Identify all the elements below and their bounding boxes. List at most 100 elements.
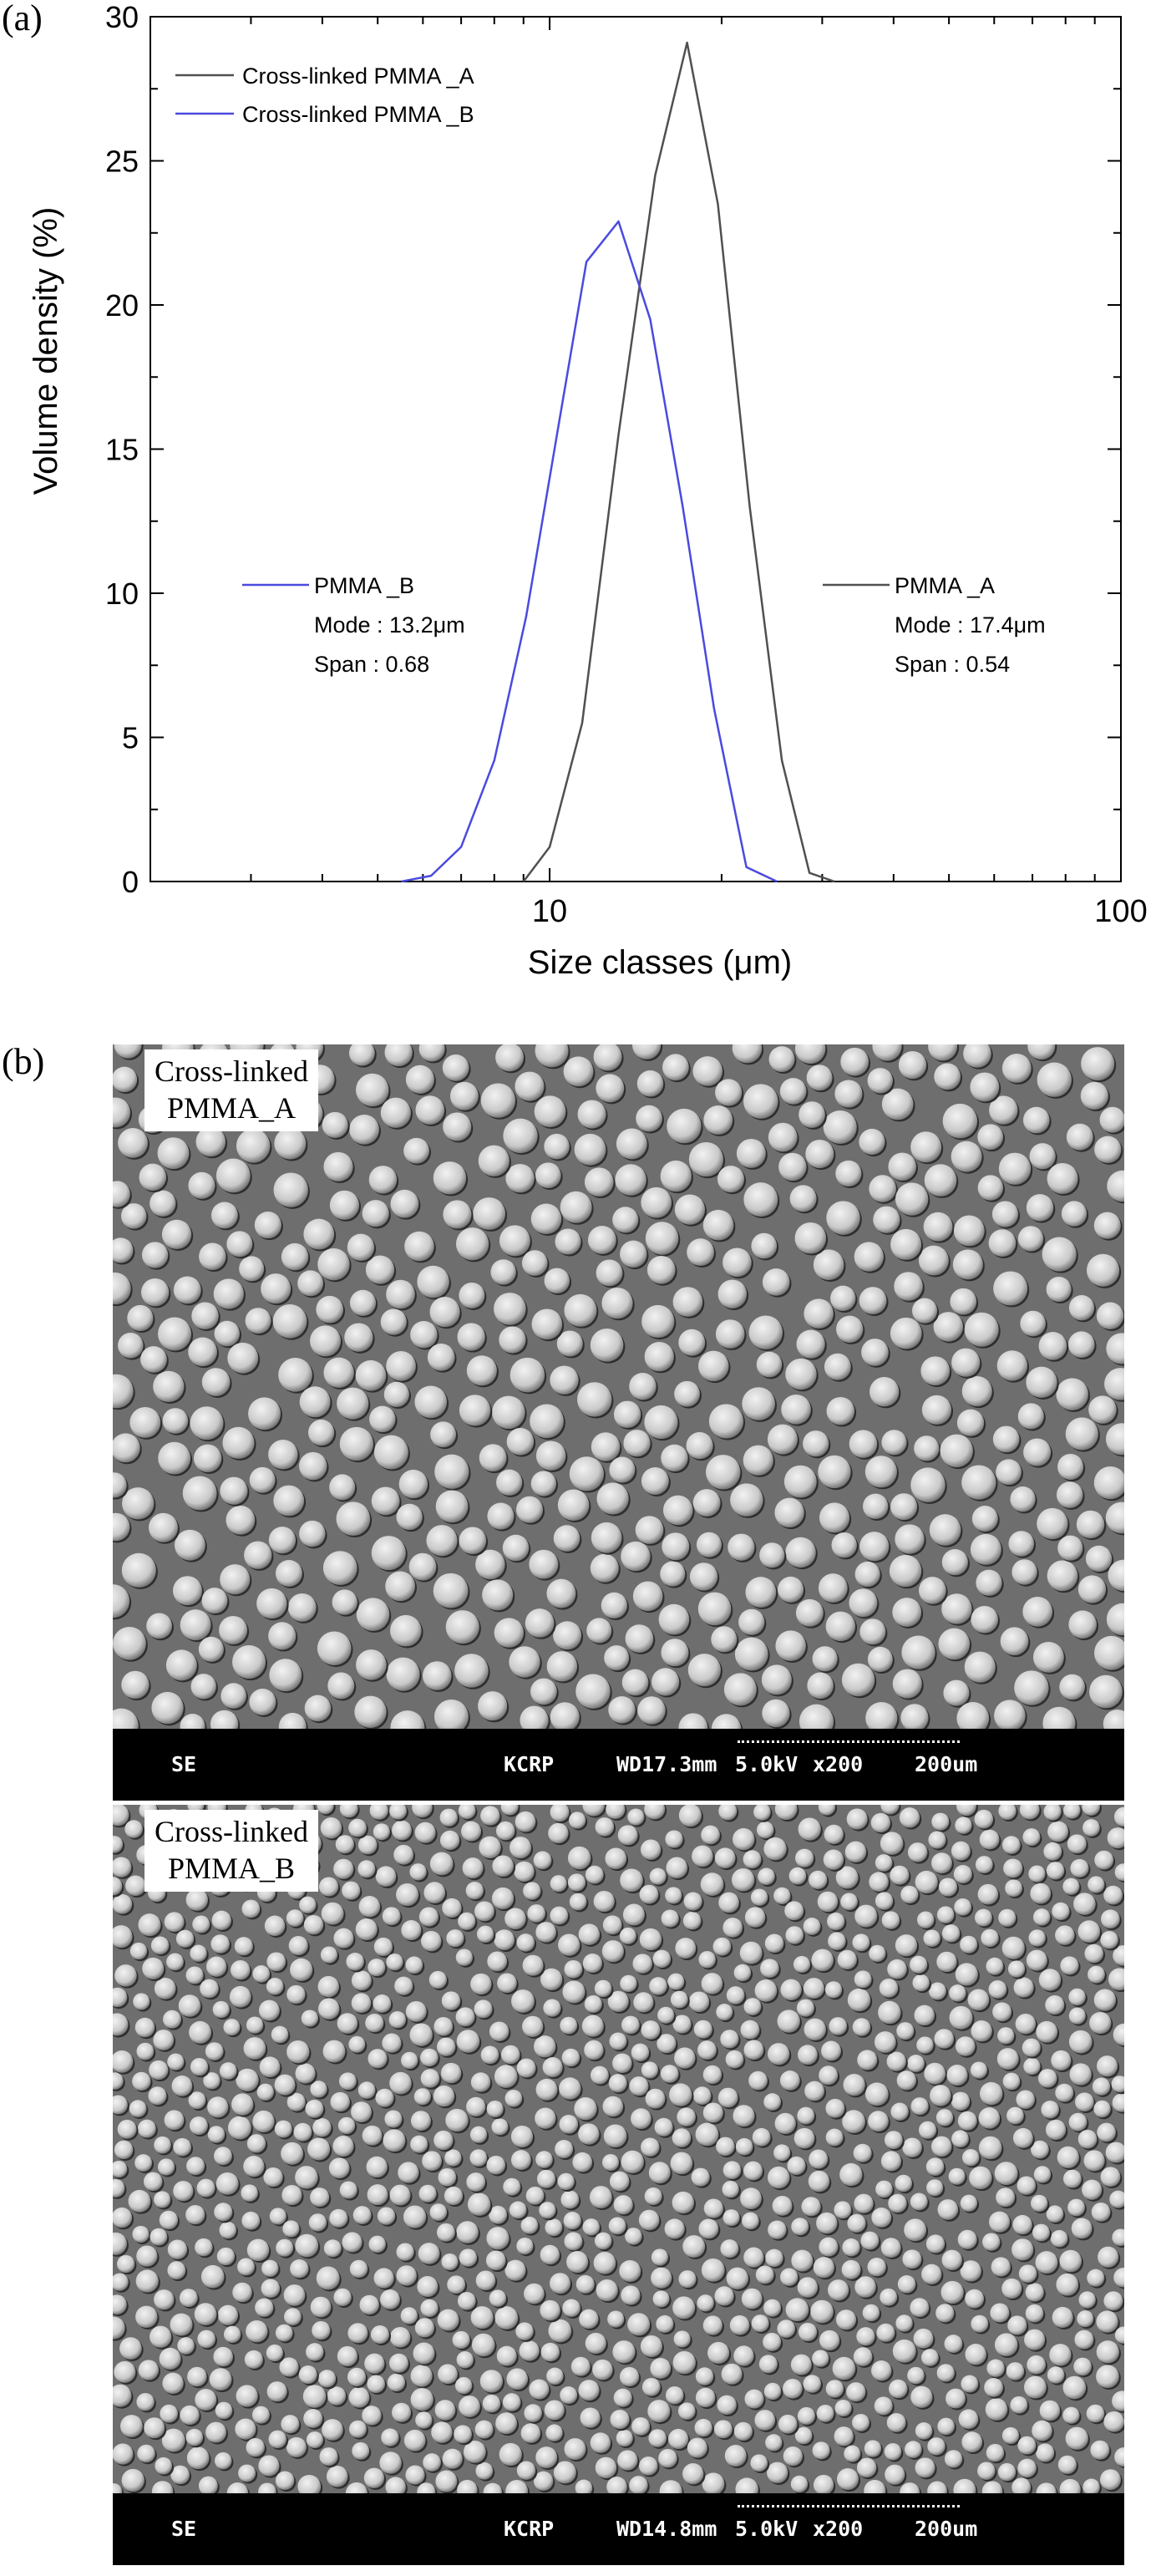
microsphere bbox=[351, 1993, 372, 2014]
microsphere bbox=[644, 1805, 666, 1820]
microsphere bbox=[185, 1888, 208, 1911]
microsphere bbox=[662, 1532, 690, 1561]
microsphere bbox=[720, 2239, 739, 2258]
microsphere bbox=[414, 1385, 448, 1419]
microsphere bbox=[953, 1865, 972, 1884]
microsphere bbox=[124, 1820, 143, 1838]
microsphere bbox=[155, 2457, 173, 2475]
microsphere bbox=[1106, 1333, 1124, 1364]
microsphere bbox=[621, 1669, 649, 1696]
microsphere bbox=[888, 1152, 916, 1181]
microsphere bbox=[650, 2358, 672, 2379]
microsphere bbox=[310, 1325, 342, 1357]
microsphere bbox=[733, 2105, 755, 2127]
microsphere bbox=[803, 1918, 821, 1935]
microsphere bbox=[962, 2148, 980, 2167]
microsphere bbox=[1022, 2038, 1041, 2057]
microsphere bbox=[1032, 1908, 1051, 1926]
microsphere bbox=[632, 1044, 662, 1059]
microsphere bbox=[1017, 2458, 1037, 2478]
microsphere bbox=[748, 1315, 783, 1349]
microsphere bbox=[490, 1259, 516, 1285]
microsphere bbox=[605, 1847, 627, 1870]
microsphere bbox=[698, 1350, 729, 1382]
microsphere bbox=[435, 1490, 469, 1523]
microsphere bbox=[1065, 2426, 1088, 2450]
microsphere bbox=[582, 2218, 601, 2236]
microsphere bbox=[308, 1419, 335, 1446]
microsphere bbox=[409, 1863, 427, 1881]
microsphere bbox=[884, 2442, 902, 2461]
microsphere bbox=[279, 2357, 299, 2377]
microsphere bbox=[161, 2428, 185, 2452]
microsphere bbox=[261, 1273, 292, 1304]
microsphere bbox=[1042, 1237, 1077, 1272]
microsphere bbox=[333, 2288, 352, 2307]
microsphere bbox=[781, 1395, 811, 1425]
microsphere bbox=[386, 1657, 420, 1691]
microsphere bbox=[654, 2117, 673, 2137]
microsphere bbox=[836, 2467, 859, 2491]
microsphere bbox=[639, 1928, 662, 1951]
microsphere bbox=[140, 1346, 167, 1373]
microsphere bbox=[1091, 2203, 1111, 2222]
microsphere bbox=[475, 2270, 496, 2291]
microsphere bbox=[459, 1527, 487, 1555]
microsphere bbox=[965, 2344, 986, 2365]
microsphere bbox=[206, 1956, 227, 1977]
microsphere bbox=[546, 1578, 576, 1608]
microsphere bbox=[904, 2218, 927, 2242]
microsphere bbox=[859, 1287, 887, 1315]
microsphere bbox=[480, 1083, 516, 1118]
microsphere bbox=[1037, 2068, 1057, 2088]
microsphere bbox=[442, 1054, 469, 1081]
microsphere bbox=[135, 2269, 159, 2293]
microsphere bbox=[1031, 2194, 1048, 2213]
microsphere bbox=[697, 2040, 717, 2060]
microsphere bbox=[724, 2445, 747, 2467]
microsphere bbox=[965, 2289, 985, 2309]
microsphere bbox=[368, 2235, 386, 2253]
microsphere bbox=[522, 2015, 544, 2037]
annotation-text: PMMA _B bbox=[314, 573, 414, 598]
microsphere bbox=[569, 1893, 587, 1911]
microsphere bbox=[718, 1805, 738, 1821]
microsphere bbox=[197, 2330, 215, 2349]
microsphere bbox=[629, 2476, 648, 2493]
microsphere bbox=[137, 2119, 156, 2138]
microsphere bbox=[930, 2085, 951, 2106]
microsphere bbox=[327, 1672, 355, 1700]
microsphere bbox=[151, 2481, 174, 2493]
microsphere bbox=[136, 2245, 158, 2267]
microsphere bbox=[743, 2161, 763, 2181]
microsphere bbox=[672, 2296, 696, 2319]
microsphere bbox=[455, 2007, 475, 2027]
microsphere bbox=[925, 2157, 945, 2176]
series-line-pmma-a bbox=[522, 41, 835, 883]
microsphere bbox=[232, 1645, 266, 1679]
microsphere bbox=[1001, 1054, 1032, 1083]
microsphere bbox=[172, 1576, 202, 1606]
microsphere bbox=[1001, 1936, 1025, 1959]
microsphere bbox=[1000, 1627, 1029, 1656]
microsphere bbox=[557, 2172, 575, 2191]
microsphere bbox=[641, 1467, 669, 1495]
microsphere bbox=[606, 2477, 627, 2493]
microsphere bbox=[558, 1933, 581, 1956]
microsphere bbox=[980, 2081, 1003, 2106]
microsphere bbox=[550, 2273, 571, 2294]
microsphere bbox=[1022, 1596, 1053, 1627]
microsphere bbox=[924, 2062, 946, 2085]
microsphere bbox=[895, 2314, 913, 2332]
microsphere bbox=[167, 2239, 188, 2259]
microsphere bbox=[587, 1226, 616, 1254]
microsphere bbox=[585, 2332, 606, 2355]
microsphere bbox=[443, 1112, 472, 1141]
microsphere bbox=[226, 1505, 256, 1535]
microsphere bbox=[535, 2151, 553, 2168]
microsphere bbox=[869, 1872, 889, 1893]
microsphere bbox=[205, 2421, 227, 2443]
microsphere bbox=[1043, 1842, 1062, 1861]
microsphere bbox=[150, 2228, 168, 2246]
microsphere bbox=[1036, 2482, 1057, 2493]
